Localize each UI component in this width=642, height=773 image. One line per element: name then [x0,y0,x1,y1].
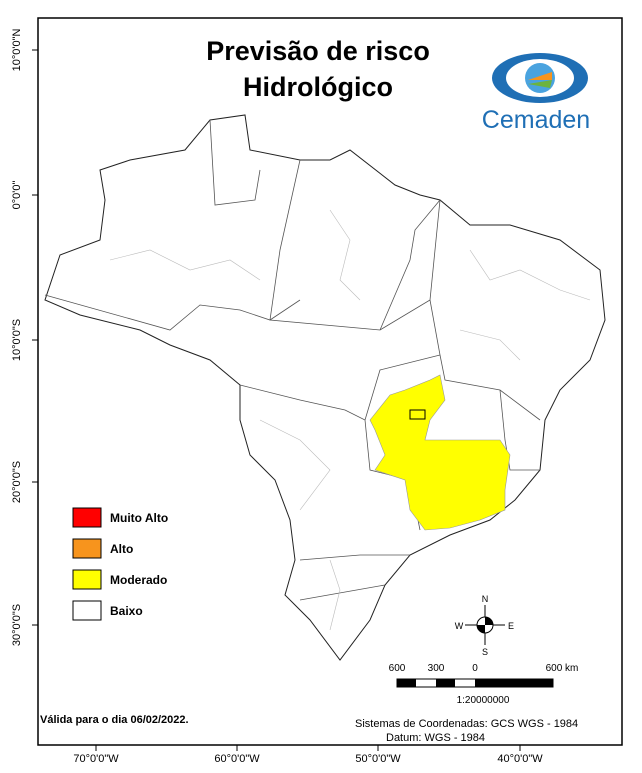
legend-swatch [72,569,102,590]
legend-label: Moderado [110,573,167,587]
valid-date: Válida para o dia 06/02/2022. [40,714,189,726]
legend-swatch [72,538,102,559]
compass-label: W [455,621,464,631]
scale-label: 0 [472,663,478,674]
logo: Cemaden [482,53,590,134]
legend-swatch [72,507,102,528]
compass-label: S [482,647,488,657]
compass-label: N [482,594,489,604]
scale-ratio: 1:20000000 [457,695,510,706]
title: Previsão de risco Hidrológico [206,36,430,102]
title-line: Previsão de risco [206,36,430,66]
moderate-risk-area [369,374,511,531]
title-line: Hidrológico [243,72,393,102]
latitude-label: 20°0'0"S [11,461,23,503]
coordinate-system: Sistemas de Coordenadas: GCS WGS - 1984 [355,718,578,730]
latitude-label: 10°0'0"S [11,319,23,361]
scale-bar: 600 300 0 600 km 1:20000000 [389,663,579,706]
longitude-label: 50°0'0"W [355,753,401,765]
municipality-borders [109,209,591,631]
compass-label: E [508,621,514,631]
compass: N S E W [455,594,514,657]
logo-text: Cemaden [482,106,590,134]
latitude-label: 30°0'0"S [11,604,23,646]
scale-label: 600 km [546,663,579,674]
frame-ticks [32,49,521,751]
longitude-label: 70°0'0"W [73,753,119,765]
federal-district [409,409,426,420]
longitude-label: 60°0'0"W [214,753,260,765]
scale-label: 300 [428,663,445,674]
latitude-label: 0°0'0" [11,181,23,210]
datum: Datum: WGS - 1984 [386,732,485,744]
latitude-label: 10°0'0"N [11,29,23,72]
legend-swatch [72,600,102,621]
legend-label: Muito Alto [110,511,168,525]
longitude-label: 40°0'0"W [497,753,543,765]
legend-label: Alto [110,542,133,556]
legend-label: Baixo [110,604,143,618]
scale-label: 600 [389,663,406,674]
